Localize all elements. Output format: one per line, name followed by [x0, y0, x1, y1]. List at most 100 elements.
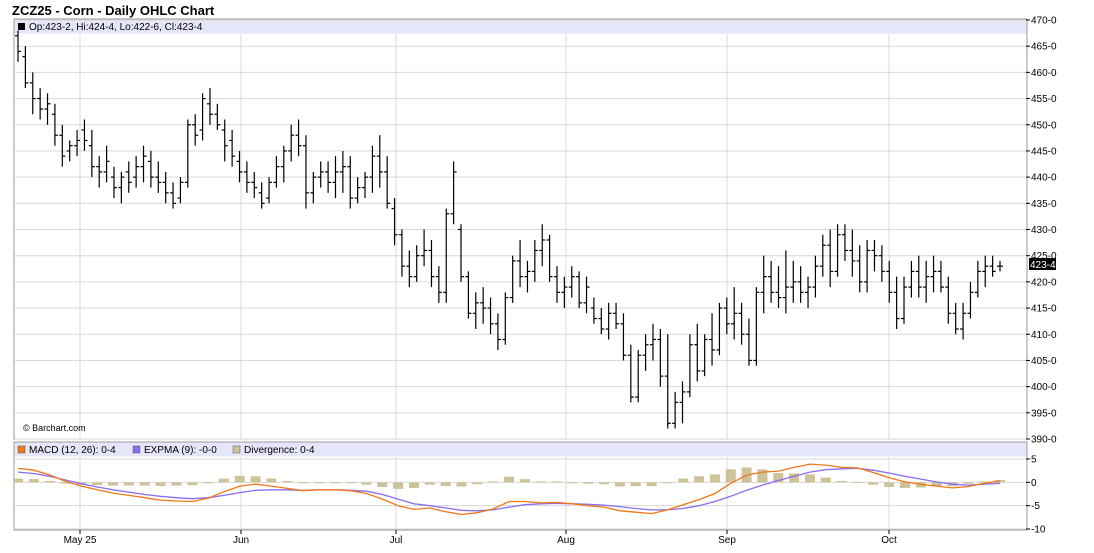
- ohlc-bar[interactable]: [384, 156, 391, 209]
- ohlc-bar[interactable]: [96, 156, 103, 188]
- ohlc-bar[interactable]: [849, 229, 856, 277]
- ohlc-bar[interactable]: [797, 266, 804, 303]
- ohlc-bar[interactable]: [967, 281, 974, 319]
- ohlc-bar[interactable]: [458, 224, 465, 282]
- ohlc-bar[interactable]: [221, 119, 228, 162]
- ohlc-bar[interactable]: [627, 344, 634, 403]
- ohlc-bar[interactable]: [598, 308, 605, 335]
- ohlc-bar[interactable]: [288, 124, 295, 162]
- ohlc-bar[interactable]: [465, 271, 472, 319]
- ohlc-bar[interactable]: [177, 177, 184, 204]
- ohlc-bar[interactable]: [812, 255, 819, 298]
- ohlc-bar[interactable]: [723, 297, 730, 335]
- ohlc-bar[interactable]: [51, 103, 58, 146]
- ohlc-bar[interactable]: [974, 260, 981, 298]
- ohlc-bar[interactable]: [679, 381, 686, 424]
- ohlc-bar[interactable]: [118, 171, 125, 204]
- ohlc-bar[interactable]: [819, 234, 826, 277]
- ohlc-bar[interactable]: [22, 46, 29, 89]
- ohlc-bar[interactable]: [649, 323, 656, 361]
- ohlc-bar[interactable]: [155, 161, 162, 193]
- ohlc-bar[interactable]: [620, 313, 627, 361]
- ohlc-bar[interactable]: [834, 224, 841, 277]
- ohlc-bar[interactable]: [184, 119, 191, 188]
- ohlc-bar[interactable]: [302, 135, 309, 209]
- ohlc-bar[interactable]: [398, 229, 405, 277]
- ohlc-bar[interactable]: [74, 129, 81, 157]
- ohlc-bar[interactable]: [694, 323, 701, 382]
- ohlc-bar[interactable]: [937, 260, 944, 293]
- ohlc-bar[interactable]: [716, 302, 723, 356]
- ohlc-bar[interactable]: [162, 171, 169, 204]
- ohlc-bar[interactable]: [635, 349, 642, 403]
- ohlc-bar[interactable]: [782, 250, 789, 314]
- ohlc-bar[interactable]: [568, 266, 575, 298]
- ohlc-bar[interactable]: [206, 88, 213, 125]
- ohlc-bar[interactable]: [509, 255, 516, 303]
- ohlc-bar[interactable]: [192, 114, 199, 146]
- ohlc-bar[interactable]: [553, 266, 560, 303]
- ohlc-bar[interactable]: [59, 124, 66, 167]
- ohlc-bar[interactable]: [273, 156, 280, 188]
- ohlc-bar[interactable]: [642, 334, 649, 371]
- ohlc-bar[interactable]: [266, 177, 273, 204]
- ohlc-bar[interactable]: [435, 266, 442, 303]
- ohlc-bar[interactable]: [945, 276, 952, 324]
- ohlc-bar[interactable]: [347, 156, 354, 209]
- ohlc-bar[interactable]: [768, 260, 775, 303]
- ohlc-bar[interactable]: [339, 150, 346, 193]
- ohlc-bar[interactable]: [251, 171, 258, 199]
- ohlc-bar[interactable]: [841, 224, 848, 261]
- ohlc-bar[interactable]: [908, 260, 915, 298]
- ohlc-bar[interactable]: [199, 93, 206, 141]
- ohlc-bar[interactable]: [583, 276, 590, 314]
- ohlc-bar[interactable]: [709, 313, 716, 366]
- ohlc-bar[interactable]: [805, 276, 812, 309]
- ohlc-bar[interactable]: [421, 229, 428, 267]
- ohlc-bar[interactable]: [140, 145, 147, 183]
- ohlc-bar[interactable]: [37, 88, 44, 120]
- ohlc-bar[interactable]: [88, 129, 95, 178]
- ohlc-bar[interactable]: [147, 150, 154, 188]
- ohlc-bar[interactable]: [745, 318, 752, 366]
- ohlc-bar[interactable]: [760, 255, 767, 314]
- ohlc-bar[interactable]: [856, 245, 863, 293]
- ohlc-bar[interactable]: [960, 302, 967, 340]
- ohlc-bar[interactable]: [672, 391, 679, 429]
- ohlc-bar[interactable]: [325, 161, 332, 193]
- ohlc-bar[interactable]: [576, 271, 583, 309]
- ohlc-bar[interactable]: [997, 260, 1003, 272]
- ohlc-bar[interactable]: [369, 145, 376, 193]
- ohlc-bar[interactable]: [539, 224, 546, 267]
- ohlc-bar[interactable]: [243, 161, 250, 193]
- ohlc-bar[interactable]: [502, 292, 509, 345]
- ohlc-bar[interactable]: [332, 156, 339, 199]
- ohlc-bar[interactable]: [517, 239, 524, 288]
- ohlc-bar[interactable]: [546, 234, 553, 282]
- ohlc-bar[interactable]: [775, 266, 782, 309]
- ohlc-bar[interactable]: [125, 161, 132, 193]
- ohlc-bar[interactable]: [450, 161, 457, 225]
- ohlc-bar[interactable]: [170, 182, 177, 209]
- ohlc-bar[interactable]: [738, 302, 745, 345]
- ohlc-bar[interactable]: [472, 292, 479, 330]
- ohlc-bar[interactable]: [524, 260, 531, 293]
- ohlc-bar[interactable]: [901, 276, 908, 324]
- ohlc-bar[interactable]: [878, 245, 885, 282]
- ohlc-bar[interactable]: [871, 239, 878, 272]
- ohlc-bar[interactable]: [701, 334, 708, 377]
- ohlc-bar[interactable]: [15, 30, 21, 62]
- ohlc-bar[interactable]: [657, 329, 664, 387]
- ohlc-bar[interactable]: [487, 297, 494, 335]
- ohlc-bar[interactable]: [686, 334, 693, 398]
- ohlc-bar[interactable]: [989, 255, 996, 277]
- ohlc-bar[interactable]: [44, 93, 51, 125]
- ohlc-bar[interactable]: [258, 182, 265, 209]
- ohlc-bar[interactable]: [413, 245, 420, 282]
- ohlc-bar[interactable]: [29, 72, 36, 115]
- ohlc-bar[interactable]: [664, 334, 671, 429]
- ohlc-bar[interactable]: [391, 198, 398, 246]
- ohlc-bar[interactable]: [893, 276, 900, 330]
- ohlc-bar[interactable]: [133, 156, 140, 188]
